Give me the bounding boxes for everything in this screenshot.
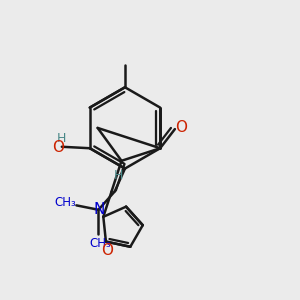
Text: O: O [101, 243, 113, 258]
Text: H: H [114, 169, 124, 182]
Text: O: O [176, 120, 188, 135]
Text: CH₃: CH₃ [54, 196, 76, 209]
Text: N: N [93, 202, 105, 217]
Text: CH₃: CH₃ [89, 237, 111, 250]
Text: O: O [52, 140, 64, 155]
Text: H: H [56, 132, 66, 145]
